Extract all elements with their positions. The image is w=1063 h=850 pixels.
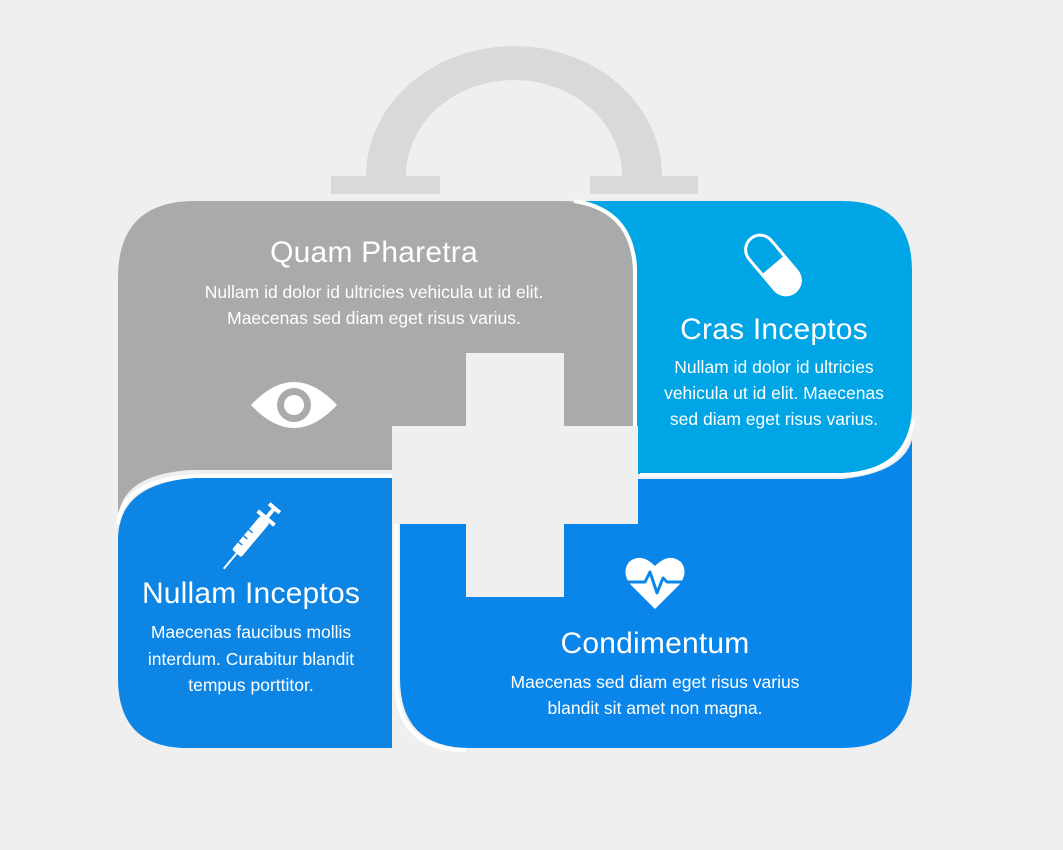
panel-light-blue-top-right (583, 201, 912, 474)
section-title-condimentum: Condimentum (560, 627, 750, 660)
section-text-line: Maecenas sed diam eget risus varius. (227, 308, 521, 328)
section-text-line: sed diam eget risus varius. (669, 409, 879, 429)
handle-base-right (590, 176, 698, 194)
section-title-cras-inceptos: Cras Inceptos (680, 313, 868, 346)
section-text-line: vehicula ut id elit. Maecenas (664, 383, 884, 403)
section-title-quam-pharetra: Quam Pharetra (270, 236, 478, 269)
section-text-line: Maecenas sed diam eget risus varius (510, 672, 800, 692)
syringe-icon (222, 502, 282, 570)
heartbeat-icon (625, 557, 685, 609)
section-text-line: Maecenas faucibus mollis (150, 622, 352, 642)
bag-handle (366, 46, 662, 177)
section-text-line: tempus porttitor. (188, 675, 314, 695)
separator-line (640, 419, 915, 477)
separator-line (116, 474, 394, 525)
section-text-line: Nullam id dolor id ultricies (674, 357, 874, 377)
separator-line (573, 199, 637, 476)
capsule-pill-icon (744, 233, 802, 297)
eye-icon (251, 382, 337, 428)
section-text-line: interdum. Curabitur blandit (147, 649, 355, 669)
section-title-nullam-inceptos: Nullam Inceptos (141, 577, 361, 610)
medical-cross (392, 353, 638, 597)
section-text-line: Nullam id dolor id ultricies vehicula ut… (204, 282, 544, 302)
separator-line (394, 478, 467, 752)
handle-base-left (331, 176, 440, 194)
section-text-line: blandit sit amet non magna. (547, 698, 763, 718)
panel-blue-bottom-left (118, 478, 392, 748)
